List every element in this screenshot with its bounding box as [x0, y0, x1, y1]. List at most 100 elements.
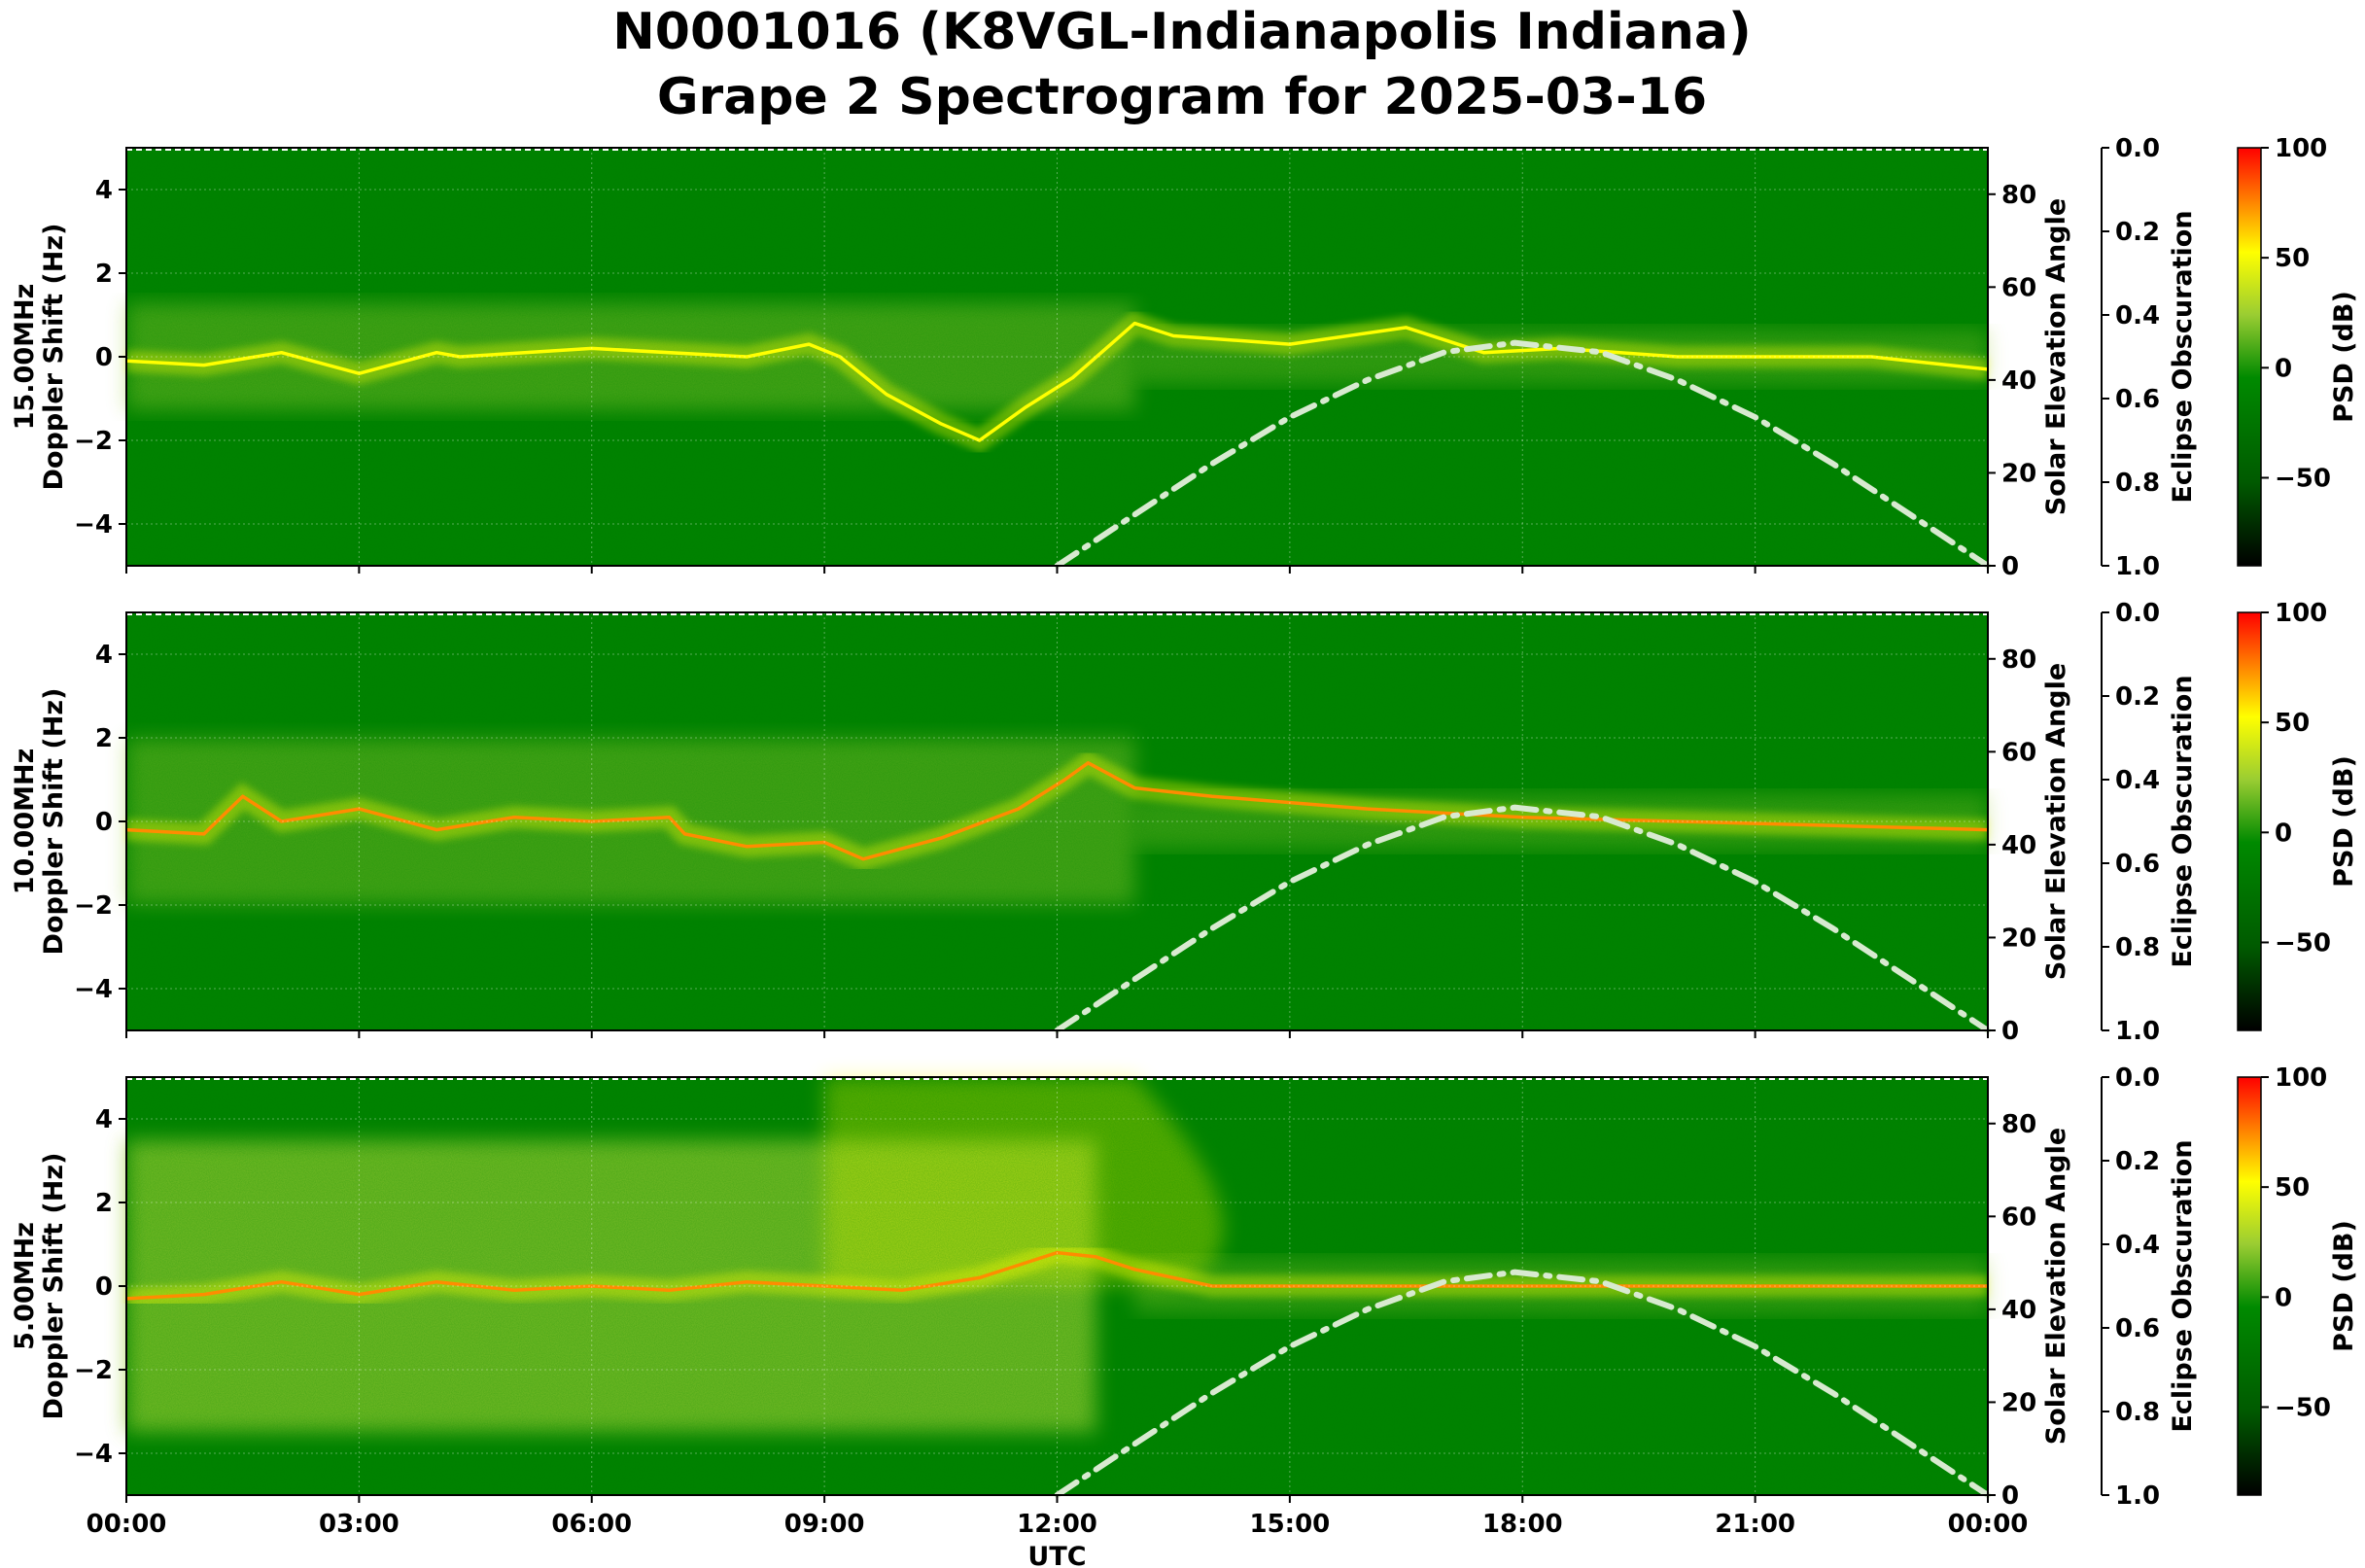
x-tick-label: 00:00	[1948, 1510, 2029, 1539]
y-tick-label: 0	[95, 808, 113, 837]
obscuration-tick-label: 0.6	[2115, 385, 2160, 414]
figure-title-line-1: N0001016 (K8VGL-Indianapolis Indiana)	[612, 3, 1751, 61]
elevation-tick-label: 40	[2001, 831, 2036, 860]
frequency-label: 15.00MHz	[10, 284, 40, 431]
x-axis-label: UTC	[1027, 1542, 1086, 1568]
elevation-tick-label: 20	[2001, 1388, 2036, 1417]
doppler-axis-label: Doppler Shift (Hz)	[39, 1153, 69, 1420]
colorbar-tick-label: 0	[2275, 354, 2292, 383]
x-tick-label: 21:00	[1715, 1510, 1795, 1539]
doppler-trace	[125, 1250, 1988, 1301]
colorbar-tick-label: 100	[2275, 134, 2327, 163]
y-tick-label: 0	[95, 1272, 113, 1302]
elevation-tick-label: 20	[2001, 459, 2036, 488]
solar-elevation-curve	[1054, 1269, 1991, 1498]
elevation-tick-label: 60	[2001, 1202, 2036, 1232]
x-tick-label: 15:00	[1249, 1510, 1330, 1539]
colorbar-tick-label: −50	[2275, 928, 2331, 958]
solar-elevation-curve	[1054, 339, 1991, 569]
obscuration-tick-label: 0.0	[2115, 1063, 2160, 1093]
elevation-axis-label: Solar Elevation Angle	[2041, 198, 2071, 515]
x-tick-label: 12:00	[1017, 1510, 1097, 1539]
obscuration-tick-label: 0.6	[2115, 1314, 2160, 1343]
obscuration-axis-label: Eclipse Obscuration	[2168, 675, 2198, 967]
x-tick-label: 03:00	[319, 1510, 400, 1539]
frequency-label: 10.00MHz	[10, 749, 40, 895]
obscuration-tick-label: 1.0	[2115, 1017, 2160, 1046]
elevation-axis-label: Solar Elevation Angle	[2041, 663, 2071, 980]
colorbar-tick-label: 50	[2275, 1173, 2310, 1202]
doppler-trace	[125, 761, 1989, 861]
elevation-axis-label: Solar Elevation Angle	[2041, 1128, 2071, 1445]
panel-2: −4 −2 0 2 4 10.00MHz Doppler Shift (Hz) 0 20 40 60…	[10, 599, 2359, 1046]
colorbar-tick-label: 100	[2275, 1063, 2327, 1093]
colorbar-tick-label: −50	[2275, 464, 2331, 493]
y-tick-label: −2	[74, 891, 113, 921]
doppler-axis-label: Doppler Shift (Hz)	[39, 224, 69, 491]
y-tick-label: 4	[95, 176, 113, 205]
y-tick-label: 0	[95, 343, 113, 372]
obscuration-tick-label: 0.4	[2115, 1231, 2160, 1260]
x-tick-label: 00:00	[87, 1510, 167, 1539]
y-tick-label: 2	[95, 1189, 113, 1218]
obscuration-tick-label: 0.2	[2115, 1147, 2160, 1176]
y-tick-label: −4	[74, 510, 113, 540]
obscuration-axis-label: Eclipse Obscuration	[2168, 210, 2198, 503]
elevation-tick-label: 20	[2001, 923, 2036, 953]
obscuration-tick-label: 1.0	[2115, 1481, 2160, 1511]
colorbar-label: PSD (dB)	[2329, 291, 2359, 423]
elevation-tick-label: 80	[2001, 645, 2036, 675]
frequency-label: 5.00MHz	[10, 1222, 40, 1350]
colorbar	[2237, 611, 2262, 1031]
elevation-tick-label: 80	[2001, 1110, 2036, 1139]
elevation-tick-label: 0	[2001, 1481, 2019, 1511]
obscuration-tick-label: 0.8	[2115, 1398, 2160, 1427]
panel-1: −4 −2 0 2 4 15.00MHz Doppler Shift (Hz) 0 20 40 60…	[10, 134, 2359, 581]
panel-3: −4 −2 0 2 4 5.00MHz Doppler Shift (Hz) 00:00 03:…	[10, 1063, 2359, 1568]
x-tick-label: 06:00	[551, 1510, 632, 1539]
y-tick-label: −2	[74, 427, 113, 456]
obscuration-axis-label: Eclipse Obscuration	[2168, 1139, 2198, 1432]
y-tick-label: 4	[95, 641, 113, 670]
colorbar-tick-label: 0	[2275, 1283, 2292, 1312]
colorbar-tick-label: 100	[2275, 599, 2327, 628]
elevation-tick-label: 0	[2001, 552, 2019, 581]
x-tick-label: 18:00	[1482, 1510, 1563, 1539]
colorbar	[2237, 1076, 2262, 1496]
obscuration-tick-label: 0.8	[2115, 469, 2160, 498]
elevation-tick-label: 0	[2001, 1017, 2019, 1046]
colorbar-tick-label: 50	[2275, 244, 2310, 273]
colorbar-tick-label: −50	[2275, 1393, 2331, 1422]
obscuration-tick-label: 0.2	[2115, 682, 2160, 712]
elevation-tick-label: 60	[2001, 738, 2036, 767]
x-tick-label: 09:00	[784, 1510, 865, 1539]
elevation-tick-label: 60	[2001, 273, 2036, 302]
colorbar-tick-label: 0	[2275, 819, 2292, 848]
doppler-axis-label: Doppler Shift (Hz)	[39, 688, 69, 956]
y-tick-label: −2	[74, 1356, 113, 1385]
obscuration-tick-label: 0.4	[2115, 301, 2160, 331]
obscuration-tick-label: 0.4	[2115, 766, 2160, 795]
y-tick-label: 2	[95, 260, 113, 289]
obscuration-tick-label: 0.8	[2115, 933, 2160, 962]
colorbar-tick-label: 50	[2275, 709, 2310, 738]
colorbar-label: PSD (dB)	[2329, 1220, 2359, 1352]
y-tick-label: −4	[74, 1440, 113, 1469]
figure-title-line-2: Grape 2 Spectrogram for 2025-03-16	[657, 68, 1707, 126]
colorbar-label: PSD (dB)	[2329, 755, 2359, 888]
y-tick-label: 4	[95, 1105, 113, 1134]
obscuration-tick-label: 1.0	[2115, 552, 2160, 581]
obscuration-tick-label: 0.0	[2115, 599, 2160, 628]
elevation-tick-label: 80	[2001, 181, 2036, 210]
y-tick-label: 2	[95, 724, 113, 753]
y-tick-label: −4	[74, 975, 113, 1004]
colorbar	[2237, 147, 2262, 567]
elevation-tick-label: 40	[2001, 1296, 2036, 1325]
elevation-tick-label: 40	[2001, 366, 2036, 396]
obscuration-tick-label: 0.0	[2115, 134, 2160, 163]
solar-elevation-curve	[1054, 804, 1991, 1033]
obscuration-tick-label: 0.2	[2115, 218, 2160, 247]
obscuration-tick-label: 0.6	[2115, 850, 2160, 879]
